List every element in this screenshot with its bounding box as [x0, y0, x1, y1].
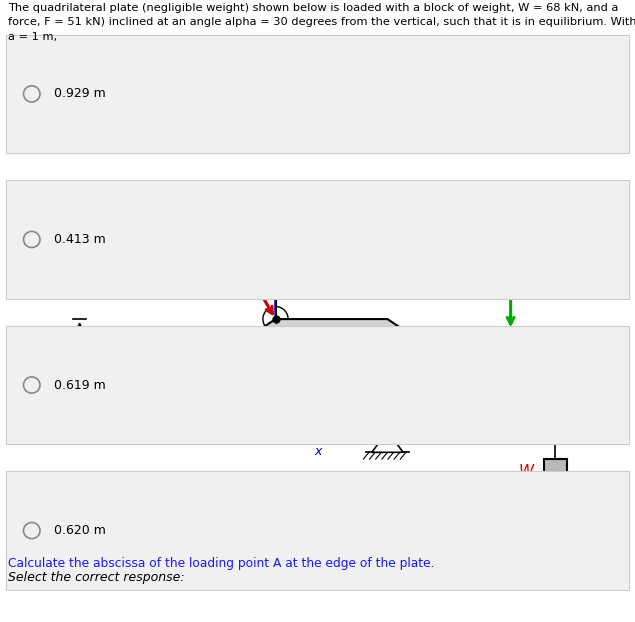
- Text: $W$: $W$: [518, 463, 535, 479]
- Text: force, F = 51 kN) inclined at an angle alpha = 30 degrees from the vertical, suc: force, F = 51 kN) inclined at an angle a…: [8, 17, 635, 27]
- Text: 2a: 2a: [46, 369, 62, 381]
- Text: $y$: $y$: [259, 273, 269, 287]
- Text: Calculate the abscissa of the loading point A at the edge of the plate.: Calculate the abscissa of the loading po…: [8, 557, 434, 570]
- Text: 0.620 m: 0.620 m: [54, 524, 106, 537]
- Polygon shape: [107, 319, 556, 431]
- Text: 3a: 3a: [463, 508, 480, 521]
- Text: $\alpha$: $\alpha$: [256, 289, 265, 302]
- Text: Select the correct response:: Select the correct response:: [8, 571, 184, 584]
- Text: 0.619 m: 0.619 m: [54, 379, 105, 391]
- Text: $F$: $F$: [257, 259, 268, 275]
- Text: 2a: 2a: [323, 508, 340, 521]
- Polygon shape: [372, 431, 403, 452]
- Text: $B$: $B$: [405, 417, 416, 431]
- Text: $x$: $x$: [314, 445, 324, 458]
- Text: The quadrilateral plate (negligible weight) shown below is loaded with a block o: The quadrilateral plate (negligible weig…: [8, 3, 618, 13]
- Text: $g$: $g$: [518, 277, 528, 292]
- Text: 3a: 3a: [184, 508, 200, 521]
- Bar: [544, 459, 567, 483]
- Text: a = 1 m,: a = 1 m,: [8, 32, 57, 42]
- Text: 0.929 m: 0.929 m: [54, 88, 105, 100]
- Text: 0.413 m: 0.413 m: [54, 233, 105, 246]
